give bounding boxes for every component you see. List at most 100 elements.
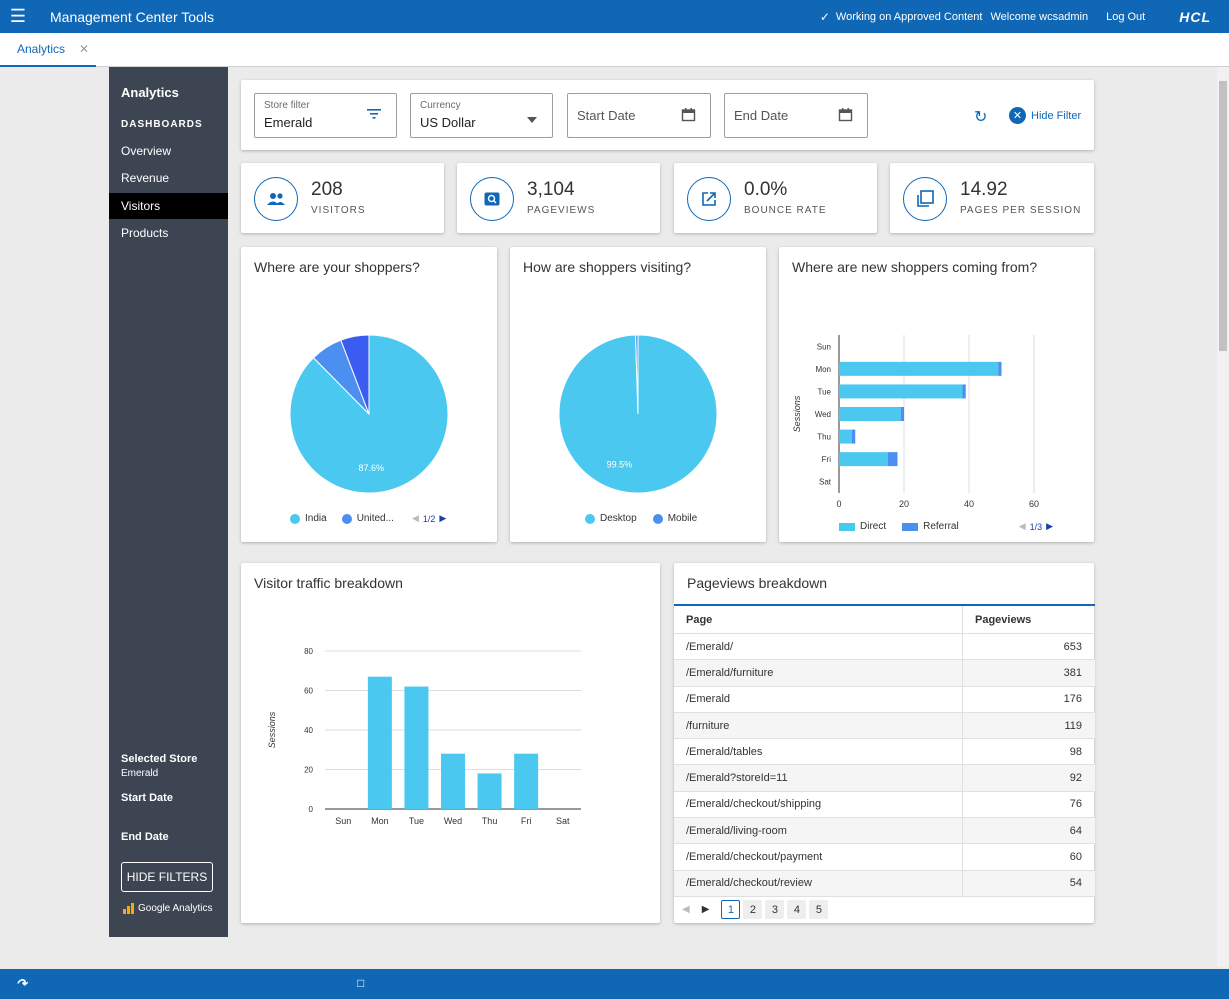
pageviews-value: 3,104 — [527, 179, 575, 200]
selected-store-label: Selected Store — [121, 753, 198, 765]
page-scrollbar[interactable] — [1217, 67, 1229, 967]
cell-page: /Emerald/tables — [686, 745, 763, 758]
stat-card-pageviews: 3,104 PAGEVIEWS — [457, 163, 660, 233]
stat-card-bounce-rate: 0.0% BOUNCE RATE — [674, 163, 877, 233]
legend-prev-icon[interactable]: ◀ — [411, 513, 419, 523]
cell-pageviews: 119 — [1064, 719, 1082, 732]
y-tick-label: Thu — [817, 433, 831, 442]
table-row[interactable]: /Emerald 176 — [674, 686, 1095, 713]
next-page-icon[interactable]: ▶ — [701, 904, 710, 915]
bar-segment — [839, 384, 963, 399]
table-row[interactable]: /furniture 119 — [674, 712, 1095, 740]
stat-card-pages-per-session: 14.92 PAGES PER SESSION — [890, 163, 1094, 233]
refresh-icon[interactable]: ↻ — [974, 109, 988, 126]
table-row[interactable]: /Emerald/furniture 381 — [674, 660, 1095, 687]
card-title: Visitor traffic breakdown — [254, 575, 403, 591]
x-tick-label: 0 — [836, 499, 841, 509]
cell-pageviews: 64 — [1069, 824, 1082, 837]
bar — [404, 686, 429, 809]
pageviews-table: Page Pageviews /Emerald/653/Emerald/furn… — [674, 604, 1095, 897]
welcome-text: Welcome wcsadmin — [990, 10, 1089, 23]
hide-filter-button[interactable]: ✕ Hide Filter — [1009, 107, 1081, 124]
cell-page: /Emerald/checkout/shipping — [686, 798, 822, 811]
x-tick-label: Fri — [521, 816, 532, 826]
scrollbar-thumb[interactable] — [1219, 81, 1227, 351]
page-button[interactable]: 3 — [765, 900, 785, 919]
page-button[interactable]: 1 — [721, 900, 741, 919]
sidebar-item-overview[interactable]: Overview — [121, 144, 172, 158]
y-tick-label: Tue — [818, 387, 832, 396]
pageviews-label: PAGEVIEWS — [527, 205, 596, 216]
card-title: Where are new shoppers coming from? — [792, 259, 1038, 275]
legend-next-icon[interactable]: ▶ — [1046, 521, 1054, 531]
cell-page: /Emerald/living-room — [686, 824, 787, 837]
table-row[interactable]: /Emerald?storeId=11 92 — [674, 765, 1095, 792]
calendar-icon[interactable] — [681, 107, 696, 127]
y-tick-label: Fri — [822, 455, 832, 464]
sidebar-item-products[interactable]: Products — [121, 226, 169, 240]
hcl-mini-logo-icon[interactable]: ↷ — [16, 976, 27, 991]
page-button[interactable]: 2 — [743, 900, 763, 919]
approved-content-text: Working on Approved Content — [835, 10, 983, 23]
logout-link[interactable]: Log Out — [1106, 10, 1146, 23]
x-tick-label: 40 — [964, 499, 974, 509]
menu-icon[interactable]: ☰ — [9, 6, 27, 26]
sidebar-item-visitors[interactable]: Visitors — [109, 193, 228, 219]
visitor-traffic-card: Visitor traffic breakdown 0 20 40 60 80 Sun Mo… — [241, 563, 660, 923]
legend-prev-icon[interactable]: ◀ — [1018, 521, 1026, 531]
people-icon — [254, 177, 298, 221]
bar — [514, 753, 539, 809]
pie-slice — [340, 334, 370, 415]
store-filter-field[interactable]: Store filter Emerald — [254, 93, 397, 138]
google-analytics-label: Google Analytics — [138, 903, 213, 914]
table-row[interactable]: /Emerald/checkout/review 54 — [674, 870, 1095, 897]
shoppers-device-pie: 99.5% — [558, 334, 718, 494]
bar-segment — [852, 429, 856, 444]
page-button[interactable]: 5 — [809, 900, 829, 919]
bar — [367, 676, 392, 809]
end-date-field[interactable]: End Date — [724, 93, 868, 138]
bar-segment — [962, 384, 966, 399]
legend-swatch — [585, 513, 595, 524]
google-analytics-icon — [123, 903, 135, 914]
table-row[interactable]: /Emerald/checkout/shipping 76 — [674, 791, 1095, 819]
bottom-bar: ↷ □ — [0, 969, 1229, 999]
legend-next-icon[interactable]: ▶ — [439, 513, 447, 523]
legend-label: Desktop — [600, 513, 637, 524]
table-row[interactable]: /Emerald/checkout/payment 60 — [674, 844, 1095, 871]
table-row[interactable]: /Emerald/653 — [674, 634, 1095, 661]
close-tab-icon[interactable]: ✕ — [79, 42, 90, 56]
prev-page-icon[interactable]: ◀ — [682, 904, 690, 915]
table-row[interactable]: /Emerald/tables 98 — [674, 739, 1095, 766]
new-shoppers-source-card: Where are new shoppers coming from? 0 20 4… — [779, 247, 1094, 542]
sidebar-item-revenue[interactable]: Revenue — [121, 171, 170, 185]
window-icon[interactable]: □ — [357, 976, 365, 990]
table-row[interactable]: /Emerald/living-room 64 — [674, 818, 1095, 845]
start-date-label: Start Date — [121, 792, 173, 804]
cell-page: /Emerald/checkout/payment — [686, 851, 823, 864]
cell-page: /Emerald/furniture — [686, 666, 774, 679]
page-button[interactable]: 4 — [787, 900, 807, 919]
legend-label: United... — [356, 513, 394, 524]
cell-page: /Emerald — [686, 693, 731, 706]
shoppers-location-pie: 87.6% — [289, 334, 449, 494]
cell-pageviews: 54 — [1069, 877, 1082, 890]
start-date-field[interactable]: Start Date — [567, 93, 711, 138]
hide-filters-button[interactable]: HIDE FILTERS — [121, 862, 213, 892]
legend-pager[interactable]: ◀ 1/3 ▶ — [1019, 521, 1053, 532]
end-date-placeholder: End Date — [734, 108, 789, 123]
column-header-page[interactable]: Page — [686, 613, 713, 626]
pie-slice-label: 87.6% — [358, 463, 384, 473]
legend-pager[interactable]: ◀ 1/2 ▶ — [412, 513, 446, 524]
column-header-pageviews[interactable]: Pageviews — [975, 613, 1032, 626]
filter-icon[interactable] — [366, 107, 382, 126]
pages-per-session-value: 14.92 — [960, 179, 1008, 200]
y-tick-label: Sun — [817, 342, 831, 351]
visitors-label: VISITORS — [311, 205, 366, 216]
tab-analytics[interactable]: Analytics ✕ — [0, 33, 96, 67]
calendar-icon[interactable] — [838, 107, 853, 127]
currency-select[interactable]: Currency US Dollar — [410, 93, 553, 138]
cell-page: /Emerald/checkout/review — [686, 877, 812, 890]
cell-page: /Emerald/ — [686, 640, 734, 653]
approved-content-toggle[interactable]: ✓ Working on Approved Content — [820, 10, 983, 24]
